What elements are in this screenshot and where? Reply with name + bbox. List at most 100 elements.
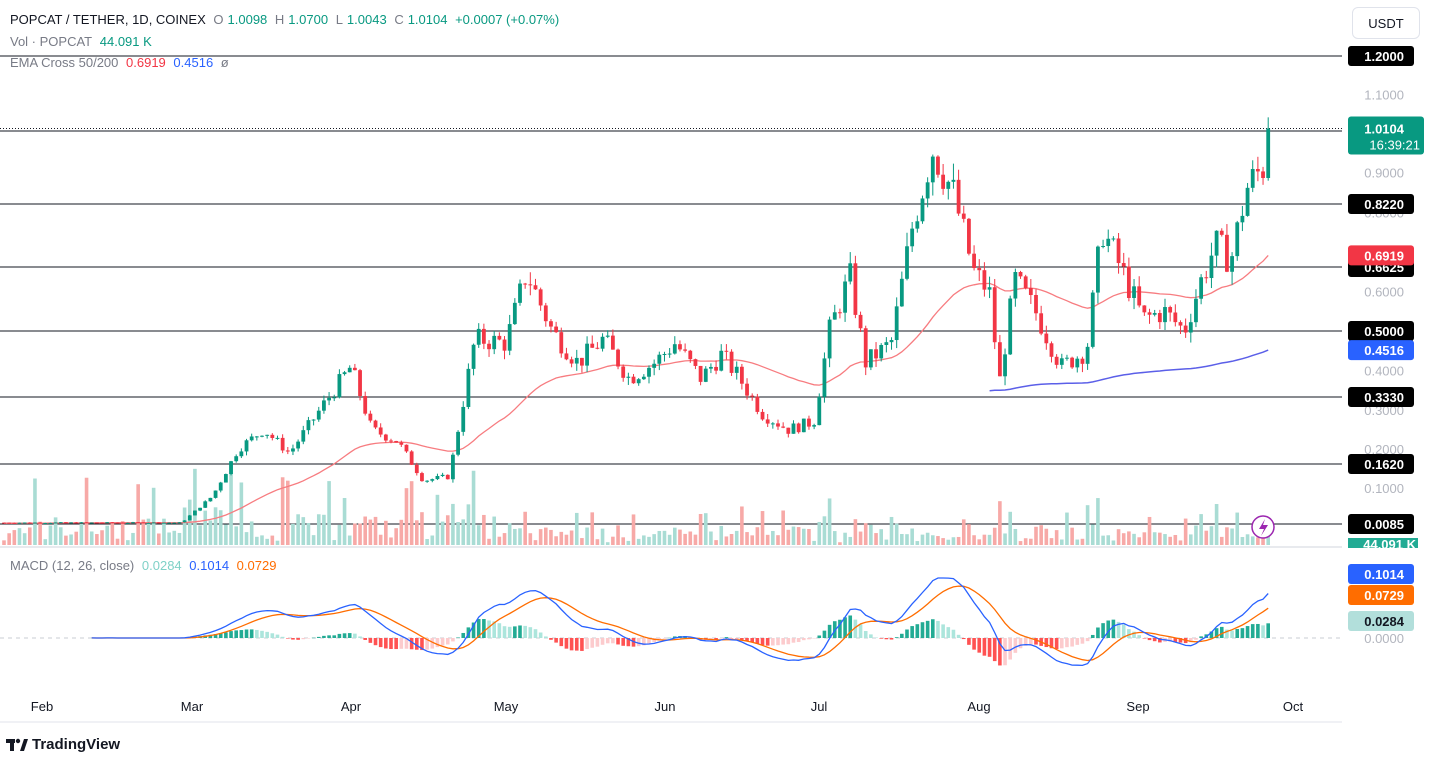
macd-hist-bar [765, 638, 770, 646]
volume-bar [456, 522, 460, 545]
candle-body [992, 287, 997, 343]
volume-bar [874, 533, 878, 545]
volume-bar [703, 513, 708, 545]
footer-brand[interactable]: TradingView [6, 736, 120, 753]
volume-bar [533, 540, 538, 545]
candle-body [306, 420, 311, 431]
y-tick-label: 0.2000 [1364, 442, 1404, 457]
volume-bar [1235, 512, 1240, 545]
candle-body [1096, 246, 1100, 293]
volume-bar [1266, 530, 1270, 545]
macd-hist-bar [461, 632, 466, 638]
volume-bar [771, 530, 775, 545]
macd-line-value: 0.1014 [189, 558, 230, 573]
macd-hist-bar [889, 638, 894, 640]
macd-hist-bar [1235, 629, 1240, 638]
candle-body [863, 328, 868, 368]
volume-bar [327, 481, 331, 545]
candle-body [936, 156, 940, 175]
volume-badge: 44.091 K [1363, 537, 1416, 552]
macd-line-badge: 0.1014 [1364, 567, 1405, 582]
macd-hist-bar [296, 638, 300, 640]
macd-hist-bar [1023, 638, 1028, 646]
ema-visibility-icon[interactable]: ø [220, 55, 229, 70]
macd-hist-bar [1090, 634, 1095, 638]
candle-body [12, 522, 17, 524]
countdown-badge: 16:39:21 [1369, 138, 1420, 153]
level-badge-5-bg [1348, 387, 1414, 407]
macd-hist-bar [384, 638, 388, 649]
candle-body [843, 281, 847, 313]
candle-body [461, 406, 466, 432]
macd-hist-bar [832, 621, 837, 638]
macd-hist-bar [1199, 636, 1203, 638]
macd-hist-bar [440, 638, 445, 646]
macd-hist-bar [1054, 638, 1059, 650]
macd-hist-bar [1219, 626, 1224, 638]
candle-body [2, 522, 6, 524]
macd-hist-bar [925, 620, 930, 638]
macd-hist-bar [513, 626, 517, 638]
candle-layer [2, 117, 1271, 524]
candle-body [53, 522, 58, 524]
macd-hist-bar [399, 638, 404, 649]
macd-hist-bar [755, 638, 760, 644]
macd-hist-bar [1152, 638, 1157, 642]
macd-hist-bar [471, 622, 476, 638]
volume-bar [884, 539, 889, 545]
candle-body [203, 501, 208, 508]
volume-bar [1189, 534, 1193, 545]
candle-body [1137, 286, 1142, 306]
candle-body [1240, 215, 1245, 223]
candle-body [1039, 313, 1044, 334]
candle-body [239, 451, 244, 457]
candle-body [487, 343, 491, 350]
macd-hist-bar [1121, 624, 1126, 638]
volume-bar [977, 539, 982, 545]
macd-y-tick-label: 0.0000 [1364, 631, 1404, 646]
ema200-line [989, 349, 1269, 392]
ema50-badge-bg [1348, 245, 1414, 266]
macd-hist-bar [884, 638, 889, 640]
macd-hist-bar [580, 638, 584, 651]
macd-hist-bar [982, 638, 987, 656]
candle-body [745, 383, 749, 396]
volume-bar [203, 510, 208, 545]
macd-hist-bar [1044, 638, 1049, 648]
candle-body [616, 349, 620, 367]
candle-body [925, 182, 930, 199]
ema200-value: 0.4516 [173, 55, 214, 70]
macd-hist-bar [569, 638, 574, 651]
candle-body [910, 228, 915, 247]
candle-body [430, 479, 435, 481]
volume-bar [802, 528, 806, 545]
volume-bar [22, 533, 27, 545]
level-badge-6-bg [1348, 454, 1414, 474]
candle-body [879, 344, 884, 359]
macd-hist-bar [802, 638, 806, 641]
volume-bar [115, 538, 120, 545]
macd-line [91, 577, 1269, 667]
macd-hist-bar [874, 637, 878, 639]
candle-body [507, 324, 512, 351]
volume-bar [992, 527, 997, 545]
candle-body [724, 350, 729, 352]
candle-body [1250, 168, 1255, 188]
macd-hist-bar [533, 629, 538, 638]
candle-body [481, 328, 486, 344]
volume-bar [218, 510, 223, 545]
low-value: 1.0043 [346, 12, 387, 27]
macd-hist-bar [869, 634, 873, 638]
volume-bar [956, 536, 961, 545]
macd-hist-bar [605, 638, 610, 644]
candle-body [703, 368, 708, 382]
macd-hist-bar [1178, 638, 1183, 643]
volume-bar [662, 530, 667, 545]
volume-bar [869, 524, 873, 545]
candle-body [1163, 307, 1167, 323]
volume-bar [7, 533, 11, 545]
currency-button[interactable]: USDT [1352, 7, 1420, 39]
ema-layer [4, 254, 1269, 524]
ema200-badge-bg [1348, 340, 1414, 361]
